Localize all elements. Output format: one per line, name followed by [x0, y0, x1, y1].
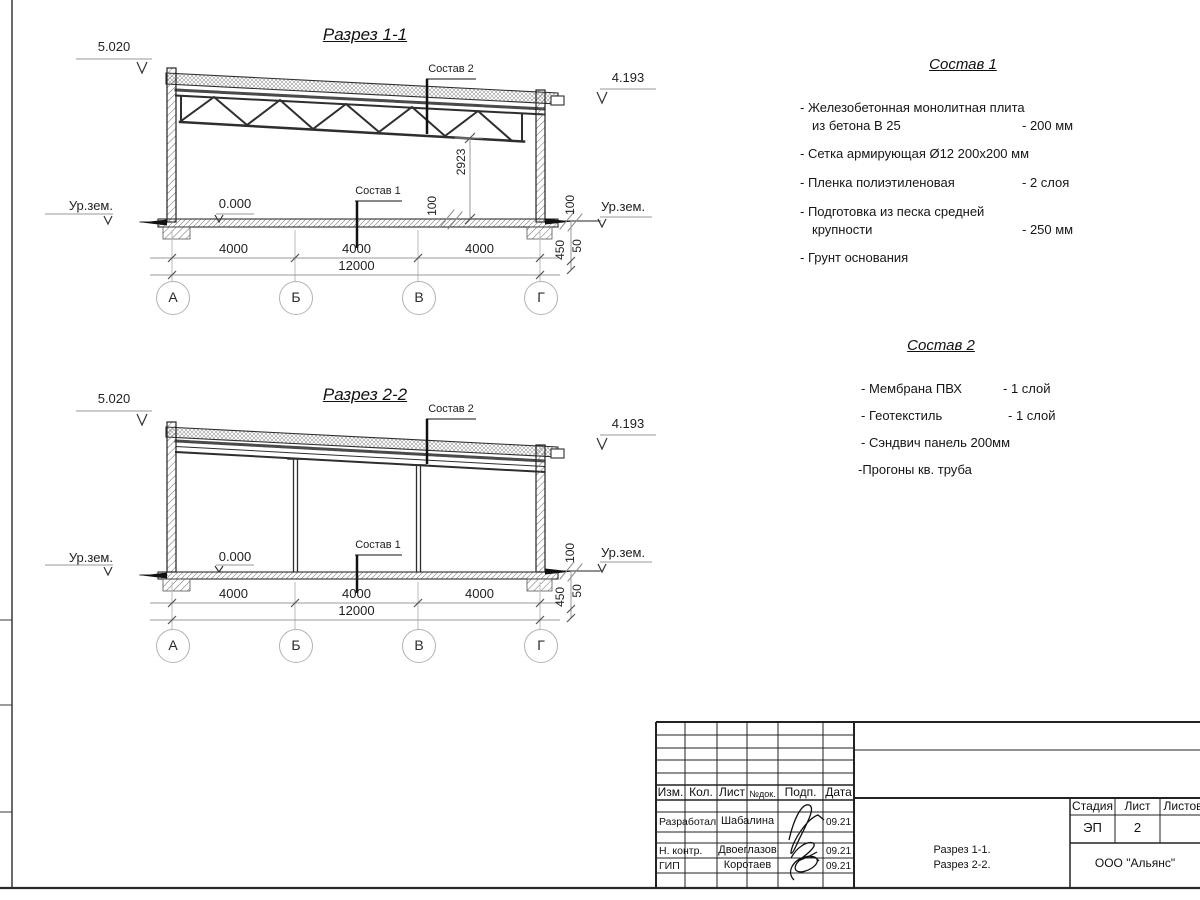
titleblock-col-kol: Кол. — [689, 785, 713, 799]
sostav1-item-line: из бетона В 25 — [812, 118, 901, 133]
section1-annotations — [45, 58, 656, 282]
titleblock-date: 09.21 — [825, 861, 852, 872]
titleblock-doc-title: Разрез 1-1. — [933, 844, 991, 856]
titleblock-grid — [655, 721, 1200, 888]
titleblock-date: 09.21 — [825, 846, 852, 857]
section1-dim-blind: 50 — [570, 239, 585, 253]
section2-structure — [139, 421, 601, 592]
section2-zero-level: 0.000 — [218, 549, 252, 564]
titleblock-col-data: Дата — [825, 785, 852, 799]
section2-title: Разрез 2-2 — [322, 385, 408, 404]
section1-ground-level-left: Ур.зем. — [68, 198, 113, 213]
section1-span-dim: 4000 — [342, 241, 371, 256]
section1-callout-sostav1: Состав 1 — [355, 185, 401, 197]
sostav1-item-line: - Грунт основания — [800, 250, 909, 265]
titleblock-doc-title: Разрез 2-2. — [933, 859, 991, 871]
section2-dim-footing: 450 — [553, 586, 568, 607]
sostav1-item-value: - 2 слоя — [1022, 175, 1070, 190]
sostav1-item-line: - Подготовка из песка средней — [800, 204, 985, 219]
section2-dim-blind: 50 — [570, 584, 585, 598]
section2-callout-sostav2: Состав 2 — [428, 403, 474, 415]
titleblock-col-ndok: №док. — [749, 789, 776, 799]
titleblock-sheet-label: Лист — [1124, 799, 1151, 813]
sostav2-item-value: - 1 слой — [1003, 381, 1051, 396]
section1-title: Разрез 1-1 — [322, 25, 408, 44]
section2-total-dim: 12000 — [338, 603, 375, 618]
titleblock-col-list: Лист — [718, 785, 746, 799]
section1-axis-bubble: Б — [279, 281, 313, 315]
section1-elevation-left: 5.020 — [97, 39, 131, 54]
sostav1-item-line: крупности — [812, 222, 873, 237]
sostav2-item-line: -Прогоны кв. труба — [858, 462, 972, 477]
section1-zero-level: 0.000 — [218, 196, 252, 211]
titleblock-stage-label: Стадия — [1072, 799, 1113, 813]
section1-total-dim: 12000 — [338, 258, 375, 273]
section2-axis-bubble: Б — [279, 629, 313, 663]
section1-span-dim: 4000 — [219, 241, 248, 256]
sostav2-item-line: - Геотекстиль — [861, 408, 943, 423]
sostav1-item-line: - Сетка армирующая Ø12 200x200 мм — [800, 146, 1030, 161]
titleblock-sheet-value: 2 — [1133, 820, 1142, 835]
section2-callout-sostav1: Состав 1 — [355, 539, 401, 551]
titleblock-sheets-label: Листов — [1163, 799, 1200, 813]
sostav1-heading: Состав 1 — [929, 56, 997, 73]
sostav2-item-line: - Сэндвич панель 200мм — [861, 435, 1011, 450]
section1-ground-level-right: Ур.зем. — [601, 199, 646, 214]
titleblock-role: Разработал — [659, 816, 717, 828]
section2-dim-level: 100 — [563, 542, 578, 563]
section2-ground-level-left: Ур.зем. — [68, 550, 113, 565]
titleblock-role: ГИП — [659, 860, 680, 872]
titleblock-stage-value: ЭП — [1083, 820, 1102, 835]
section1-axis-bubble: Г — [524, 281, 558, 315]
section2-span-dim: 4000 — [219, 586, 248, 601]
section2-elevation-right: 4.193 — [611, 416, 645, 431]
signature-scribbles — [788, 804, 825, 881]
sostav1-item-line: - Железобетонная монолитная плита — [800, 100, 1025, 115]
sostav1-item-value: - 200 мм — [1022, 118, 1074, 133]
section1-axis-bubble: В — [402, 281, 436, 315]
section2-span-dim: 4000 — [465, 586, 494, 601]
section1-elevation-right: 4.193 — [611, 70, 645, 85]
titleblock-col-izm: Изм. — [657, 785, 684, 799]
section2-annotations — [45, 410, 656, 630]
titleblock-date: 09.21 — [825, 817, 852, 828]
section1-dim-height: 2923 — [454, 148, 469, 176]
titleblock-col-podp: Подп. — [784, 785, 817, 799]
section2-axis-bubble: Г — [524, 629, 558, 663]
titleblock-name: Коротаев — [723, 859, 772, 871]
section1-dim-footing: 450 — [553, 239, 568, 260]
sostav1-item-line: - Пленка полиэтиленовая — [800, 175, 955, 190]
section1-axis-bubble: А — [156, 281, 190, 315]
section2-ground-level-right: Ур.зем. — [601, 545, 646, 560]
titleblock-name: Шабалина — [720, 815, 775, 827]
titleblock-role: Н. контр. — [659, 845, 703, 857]
section2-elevation-left: 5.020 — [97, 391, 131, 406]
section1-dim-slab: 100 — [425, 195, 440, 216]
sostav1-item-value: - 250 мм — [1022, 222, 1074, 237]
titleblock-name: Двоеглазов — [718, 844, 777, 856]
sostav2-item-line: - Мембрана ПВХ — [861, 381, 962, 396]
sostav2-heading: Состав 2 — [907, 337, 975, 354]
section1-dim-level: 100 — [563, 194, 578, 215]
section2-span-dim: 4000 — [342, 586, 371, 601]
section1-structure — [139, 67, 601, 240]
titleblock-company: ООО "Альянс" — [1094, 856, 1176, 870]
section1-span-dim: 4000 — [465, 241, 494, 256]
section2-axis-bubble: В — [402, 629, 436, 663]
section2-axis-bubble: А — [156, 629, 190, 663]
section1-callout-sostav2: Состав 2 — [428, 63, 474, 75]
sostav2-item-value: - 1 слой — [1008, 408, 1056, 423]
